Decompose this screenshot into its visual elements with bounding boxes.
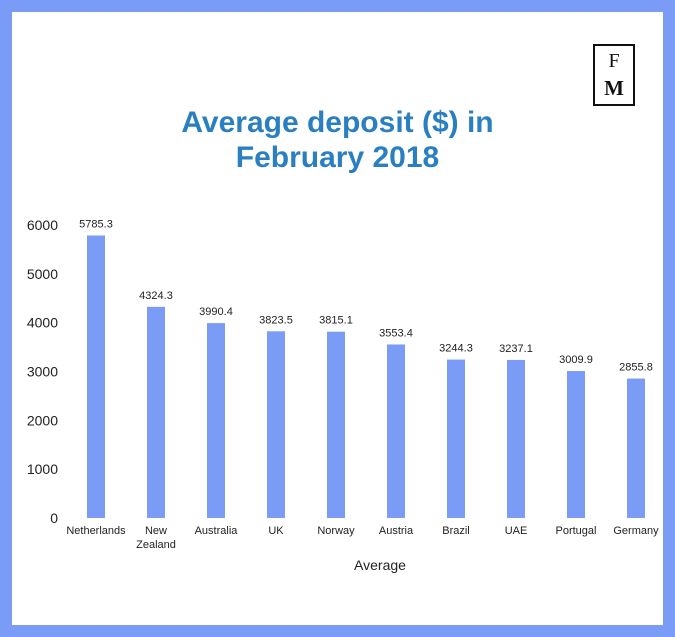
logo-letter-m: M xyxy=(604,76,624,100)
bar-uae xyxy=(507,359,525,518)
x-tick-label: New xyxy=(145,525,167,537)
y-tick-label: 2000 xyxy=(27,412,58,428)
chart-title-line-1: Average deposit ($) in xyxy=(181,106,494,139)
data-label: 4324.3 xyxy=(139,290,173,302)
x-tick-label: Austria xyxy=(379,525,414,537)
bar-portugal xyxy=(567,371,585,518)
x-tick-label: UAE xyxy=(505,525,528,537)
bar-brazil xyxy=(447,359,465,518)
x-tick-label: Germany xyxy=(613,525,659,537)
x-tick-label: UK xyxy=(268,525,284,537)
data-label: 3237.1 xyxy=(499,343,533,355)
x-tick-label: Portugal xyxy=(556,525,597,537)
x-tick-label: Brazil xyxy=(442,525,470,537)
data-label: 3009.9 xyxy=(559,354,593,366)
data-label: 3815.1 xyxy=(319,315,353,327)
logo-letter-f: F xyxy=(608,50,620,72)
bar-australia xyxy=(207,323,225,518)
bar-germany xyxy=(627,378,645,518)
data-label: 3553.4 xyxy=(379,327,413,339)
x-tick-label: Zealand xyxy=(136,539,176,551)
bar-norway xyxy=(327,331,345,518)
x-axis-label: Average xyxy=(354,557,406,573)
data-label: 3990.4 xyxy=(199,306,233,318)
data-label: 2855.8 xyxy=(619,362,653,374)
y-tick-label: 0 xyxy=(50,510,58,526)
data-label: 3823.5 xyxy=(259,314,293,326)
data-label: 3244.3 xyxy=(439,343,473,355)
y-tick-label: 5000 xyxy=(27,266,58,282)
bar-austria xyxy=(387,344,405,518)
chart-title-line-2: February 2018 xyxy=(235,141,440,174)
x-tick-label: Norway xyxy=(317,525,355,537)
fm-logo: F M xyxy=(593,44,635,106)
bar-netherlands xyxy=(87,235,105,519)
bar-uk xyxy=(267,331,285,518)
y-tick-label: 3000 xyxy=(27,364,58,380)
bar-new-zealand xyxy=(147,306,165,518)
y-tick-label: 1000 xyxy=(27,461,58,477)
y-tick-label: 4000 xyxy=(27,315,58,331)
y-tick-label: 6000 xyxy=(27,217,58,233)
x-tick-label: Netherlands xyxy=(66,525,126,537)
x-tick-label: Australia xyxy=(195,525,239,537)
data-label: 5785.3 xyxy=(79,218,113,230)
